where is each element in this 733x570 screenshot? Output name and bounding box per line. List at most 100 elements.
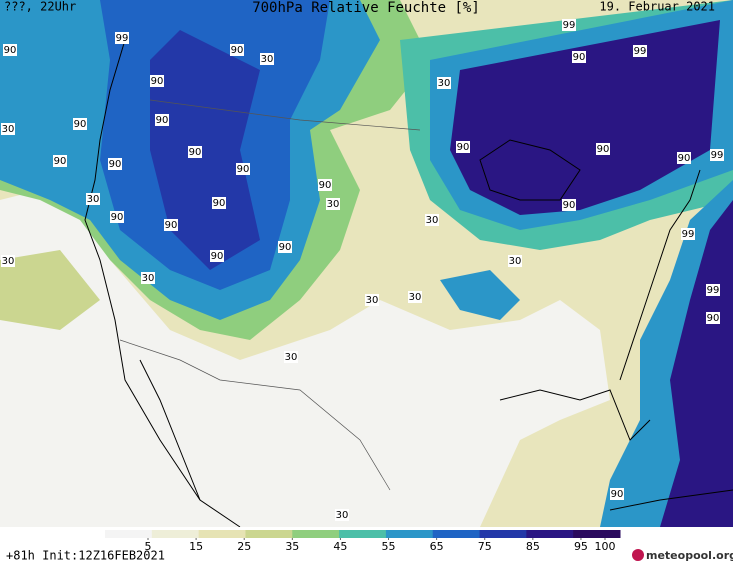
contour-label: 90 (563, 200, 576, 211)
contour-label: 99 (116, 33, 129, 44)
contour-label-box (706, 284, 720, 296)
contour-label: 90 (151, 76, 164, 87)
colorbar-tick-label: 95 (574, 540, 588, 553)
contour-label-box (456, 141, 470, 153)
contour-label-box (572, 51, 586, 63)
contour-label: 30 (426, 215, 439, 226)
contour-label: 90 (237, 164, 250, 175)
contour-label: 90 (4, 45, 17, 56)
contour-label-box (150, 75, 164, 87)
colorbar-swatch (479, 530, 527, 538)
colorbar-tick-label: 5 (145, 540, 152, 553)
contour-label: 99 (711, 150, 724, 161)
contour-label: 30 (285, 352, 298, 363)
colorbar-tick-label: 15 (189, 540, 203, 553)
colorbar-swatch (198, 530, 246, 538)
contour-labels: 90 90 90 90 90 90 90 90 90 90 90 90 90 90 90 90 90 90 90 90… (1, 19, 724, 521)
contour-label-box (365, 294, 379, 306)
colorbar-swatch (432, 530, 481, 538)
colorbar-tick-label: 35 (285, 540, 299, 553)
colorbar-tick-label: 85 (526, 540, 540, 553)
contour-label-box (164, 219, 178, 231)
contour-label: 90 (678, 153, 691, 164)
contour-label-box (677, 152, 691, 164)
contour-label-box (230, 44, 244, 56)
contour-label: 30 (2, 256, 15, 267)
contour-label: 90 (611, 489, 624, 500)
contour-label: 99 (634, 46, 647, 57)
contour-label: 30 (509, 256, 522, 267)
contour-label-box (53, 155, 67, 167)
colorbar-swatch (292, 530, 340, 538)
contour-label-box (437, 77, 451, 89)
colorbar-swatch (245, 530, 293, 538)
borders (119, 99, 421, 491)
run-info: +81h Init:12Z16FEB2021 (6, 549, 165, 563)
colorbar-tick-label: 55 (382, 540, 396, 553)
contour-label: 99 (707, 285, 720, 296)
contour-label: 30 (336, 510, 349, 521)
contour-label-box (284, 351, 298, 363)
contour-label-box (633, 45, 647, 57)
contour-label: 30 (261, 54, 274, 65)
contour-label-box (188, 146, 202, 158)
header-left: ???, 22Uhr (4, 0, 76, 14)
contour-label: 90 (597, 144, 610, 155)
contour-label: 90 (165, 220, 178, 231)
contour-label-box (318, 179, 332, 191)
contour-label-box (335, 509, 349, 521)
contour-label: 99 (563, 20, 576, 31)
contour-label-box (681, 228, 695, 240)
contour-label-box (212, 197, 226, 209)
contour-label-box (408, 291, 422, 303)
contour-label: 90 (213, 198, 226, 209)
humidity-field (0, 0, 733, 527)
header-date: 19. Februar 2021 (599, 0, 715, 14)
contour-label-box (1, 255, 15, 267)
logo: meteopool.org (646, 549, 733, 562)
contour-label-box (278, 241, 292, 253)
contour-label: 90 (156, 115, 169, 126)
contour-label-box (508, 255, 522, 267)
coastlines (84, 39, 733, 528)
colorbar-swatch (151, 530, 200, 538)
colorbar-swatch (105, 530, 153, 538)
colorbar-tick-label: 25 (237, 540, 251, 553)
contour-label: 30 (2, 124, 15, 135)
colorbar-swatch (339, 530, 387, 538)
contour-label-box (1, 123, 15, 135)
logo-icon (632, 549, 644, 561)
colorbar-tick-label: 45 (333, 540, 347, 553)
contour-label-box (610, 488, 624, 500)
contour-label: 30 (327, 199, 340, 210)
contour-label-box (260, 53, 274, 65)
contour-label: 30 (366, 295, 379, 306)
contour-label: 90 (231, 45, 244, 56)
contour-label: 90 (319, 180, 332, 191)
contour-label-box (326, 198, 340, 210)
contour-label-box (110, 211, 124, 223)
colorbar-swatch (385, 530, 434, 538)
contour-label: 30 (142, 273, 155, 284)
colorbar-tick-label: 75 (478, 540, 492, 553)
contour-label: 99 (682, 229, 695, 240)
contour-label: 90 (707, 313, 720, 324)
contour-label: 30 (438, 78, 451, 89)
map-title: 700hPa Relative Feuchte [%] (252, 0, 480, 16)
contour-label-box (710, 149, 724, 161)
contour-label-box (86, 193, 100, 205)
colorbar-tick-label: 65 (430, 540, 444, 553)
colorbar-swatch (573, 530, 621, 538)
contour-label-box (115, 32, 129, 44)
colorbar: 5 15 25 35 45 55 65 75 85 95 100 (105, 530, 621, 553)
contour-label: 90 (54, 156, 67, 167)
contour-label: 30 (87, 194, 100, 205)
contour-label: 30 (409, 292, 422, 303)
contour-label: 90 (457, 142, 470, 153)
contour-label-box (706, 312, 720, 324)
contour-label: 90 (111, 212, 124, 223)
contour-label: 90 (109, 159, 122, 170)
contour-label-box (210, 250, 224, 262)
contour-label-box (236, 163, 250, 175)
